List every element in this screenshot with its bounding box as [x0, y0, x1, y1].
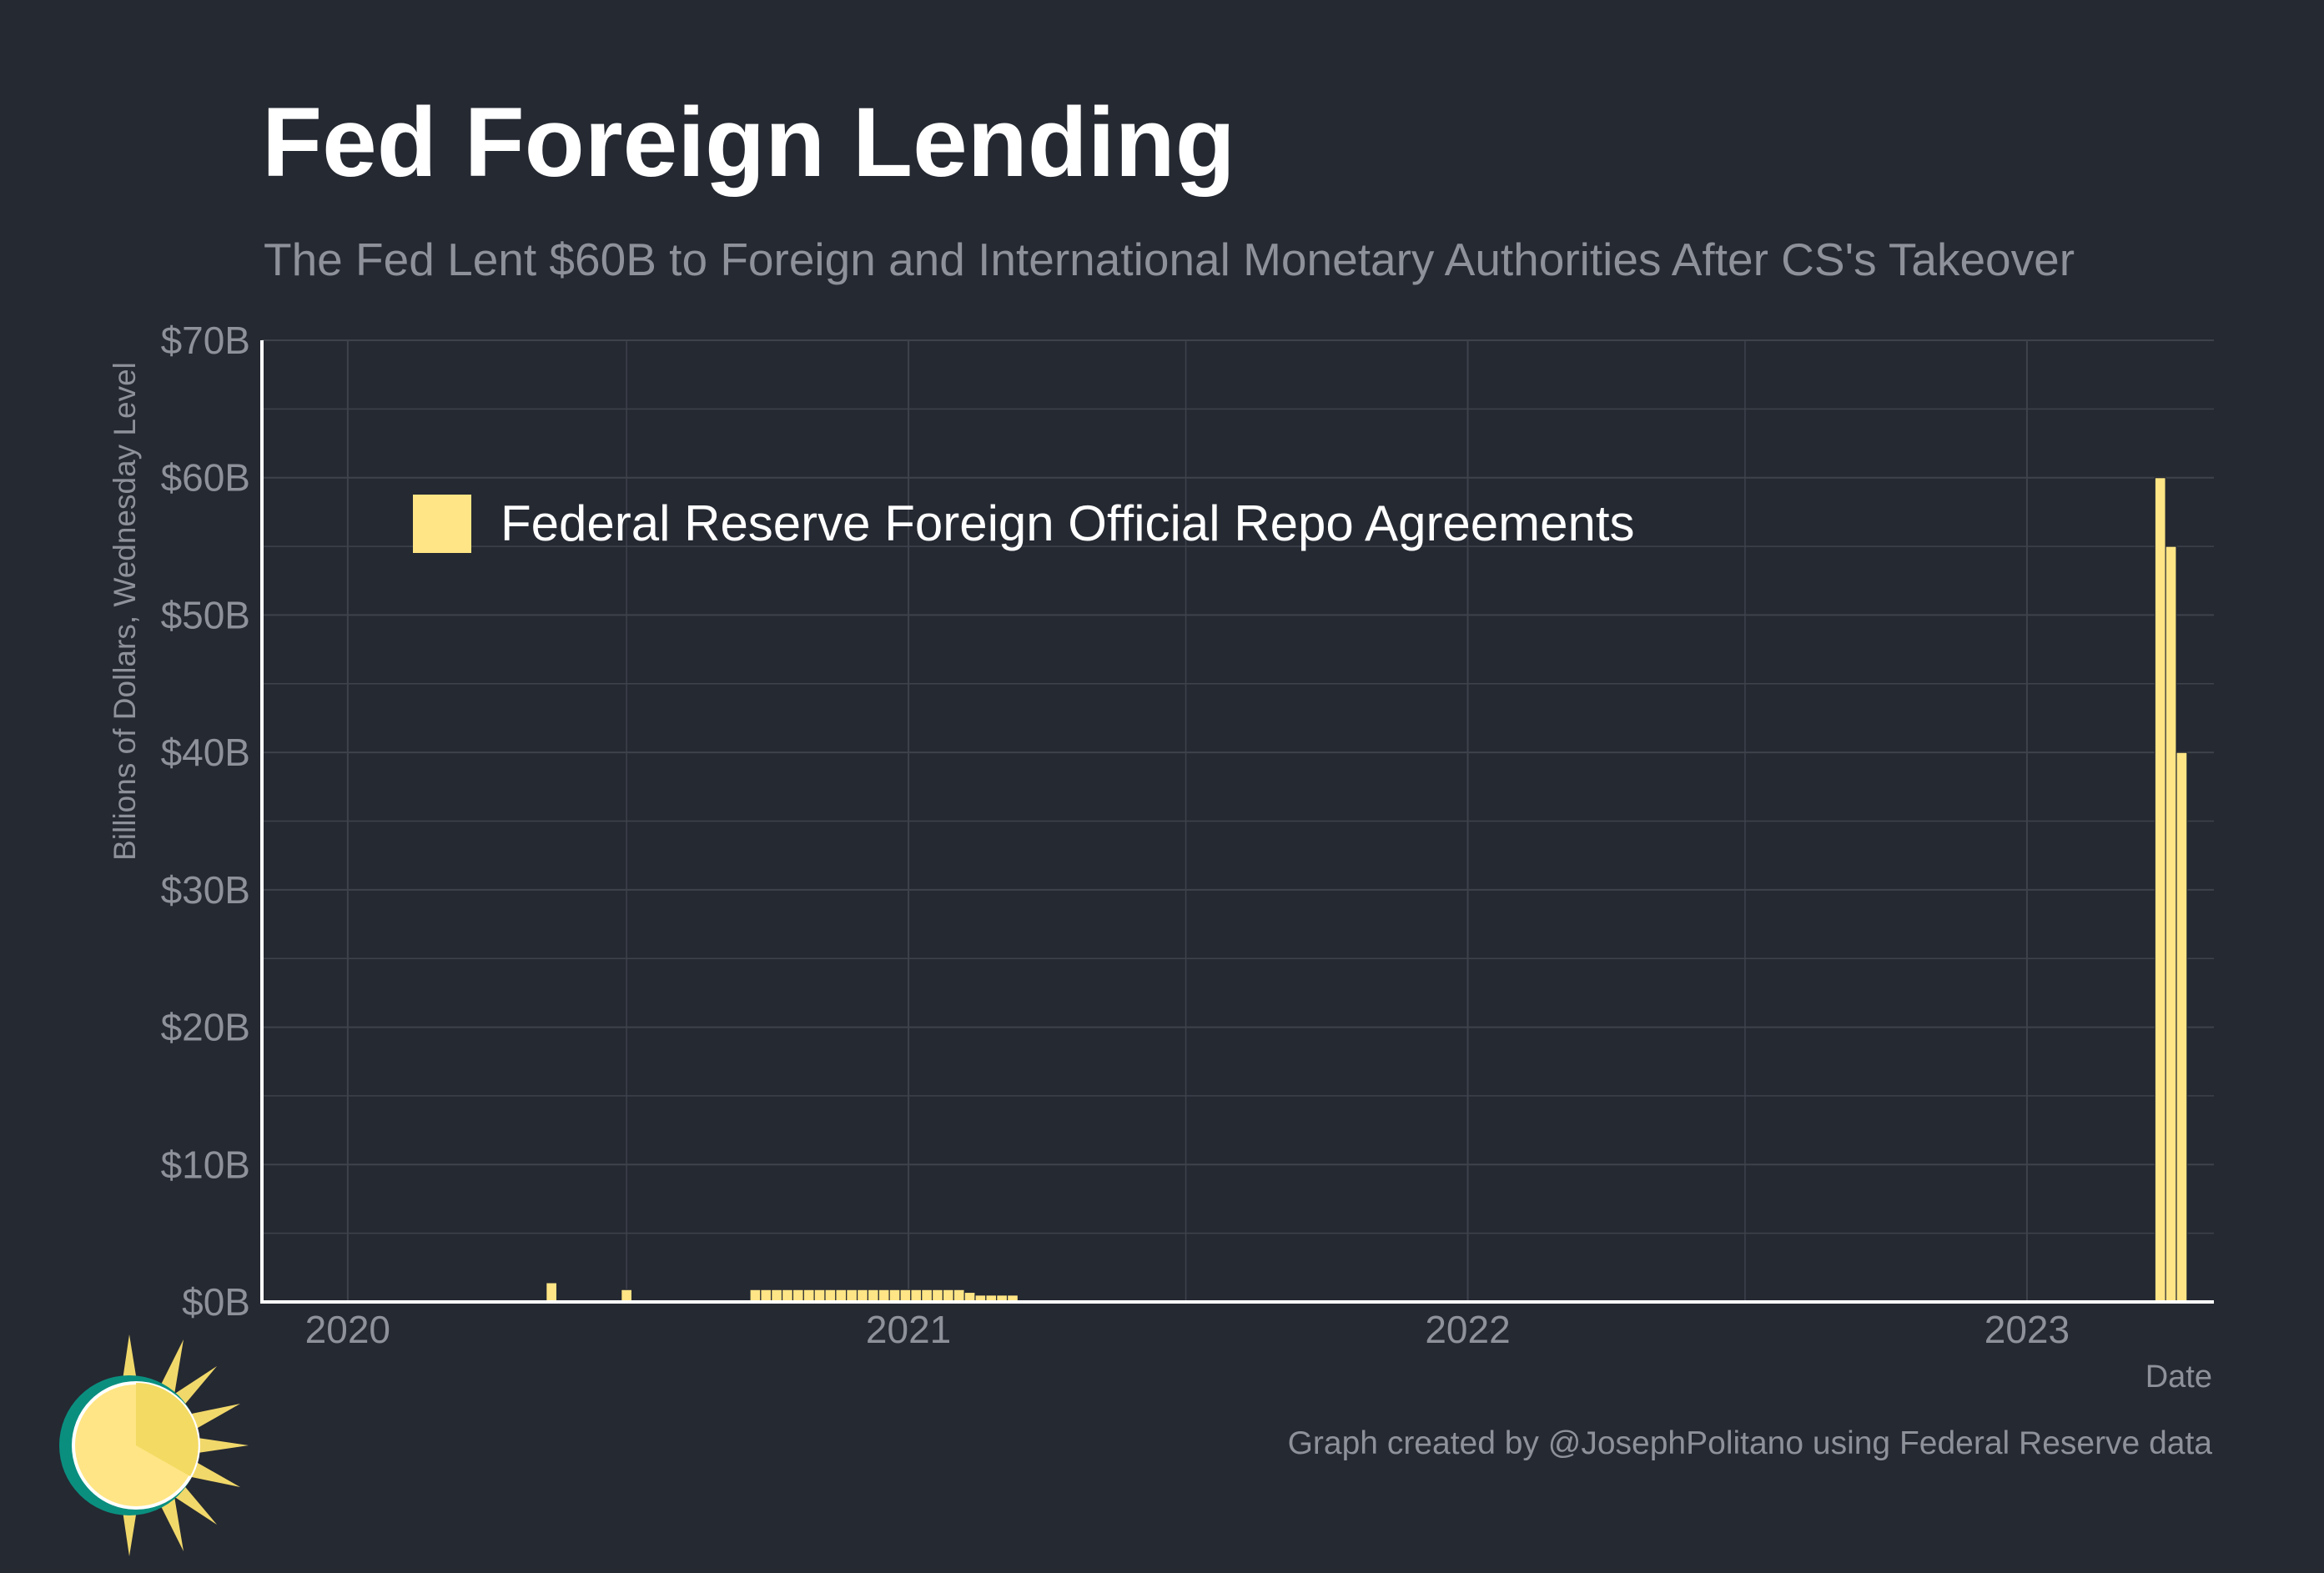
bar: [802, 1289, 815, 1303]
bar: [910, 1289, 923, 1303]
bar: [867, 1289, 879, 1303]
y-tick-label: $50B: [161, 593, 250, 636]
bar: [878, 1289, 890, 1303]
legend-label: Federal Reserve Foreign Official Repo Ag…: [501, 495, 1635, 551]
bar: [749, 1289, 762, 1303]
sun-icon: [59, 1334, 249, 1556]
bar: [856, 1289, 869, 1303]
bar: [931, 1289, 944, 1303]
bar: [942, 1289, 954, 1303]
y-tick-label: $40B: [161, 731, 250, 774]
x-axis-label: Date: [2145, 1359, 2212, 1395]
bar: [921, 1289, 933, 1303]
x-tick-label: 2023: [1984, 1308, 2070, 1351]
bar: [546, 1282, 558, 1303]
y-tick-label: $60B: [161, 456, 250, 500]
bar: [2176, 751, 2188, 1303]
bar: [621, 1289, 633, 1303]
bar: [824, 1289, 837, 1303]
y-tick-label: $30B: [161, 868, 250, 912]
bar: [888, 1289, 901, 1303]
bar: [760, 1289, 772, 1303]
x-tick-label: 2022: [1425, 1308, 1510, 1351]
chart-subtitle: The Fed Lent $60B to Foreign and Interna…: [264, 234, 2075, 285]
y-axis-ticks: $0B $10B $20B $30B $40B $50B $60B $70B: [161, 319, 250, 1324]
bar: [2154, 477, 2166, 1303]
legend-swatch: [413, 495, 471, 553]
bar: [781, 1289, 794, 1303]
x-tick-label: 2020: [305, 1308, 390, 1351]
source-credit: Graph created by @JosephPolitano using F…: [1288, 1425, 2213, 1461]
bar: [813, 1289, 826, 1303]
x-axis-ticks: 2020 2021 2022 2023: [305, 1308, 2070, 1351]
bar: [846, 1289, 858, 1303]
bar: [953, 1289, 965, 1303]
chart-title: Fed Foreign Lending: [262, 88, 1235, 198]
gridlines: [262, 339, 2214, 1303]
bar: [2165, 545, 2177, 1303]
y-tick-label: $20B: [161, 1006, 250, 1049]
y-axis-label: Billions of Dollars, Wednesday Level: [108, 362, 142, 861]
legend: Federal Reserve Foreign Official Repo Ag…: [413, 495, 1635, 553]
bar: [771, 1289, 783, 1303]
bar: [899, 1289, 912, 1303]
y-tick-label: $10B: [161, 1143, 250, 1186]
bar: [835, 1289, 848, 1303]
y-tick-label: $0B: [182, 1280, 250, 1324]
x-tick-label: 2021: [866, 1308, 951, 1351]
bar: [792, 1289, 804, 1303]
y-tick-label: $70B: [161, 319, 250, 362]
bars: [546, 477, 2188, 1303]
